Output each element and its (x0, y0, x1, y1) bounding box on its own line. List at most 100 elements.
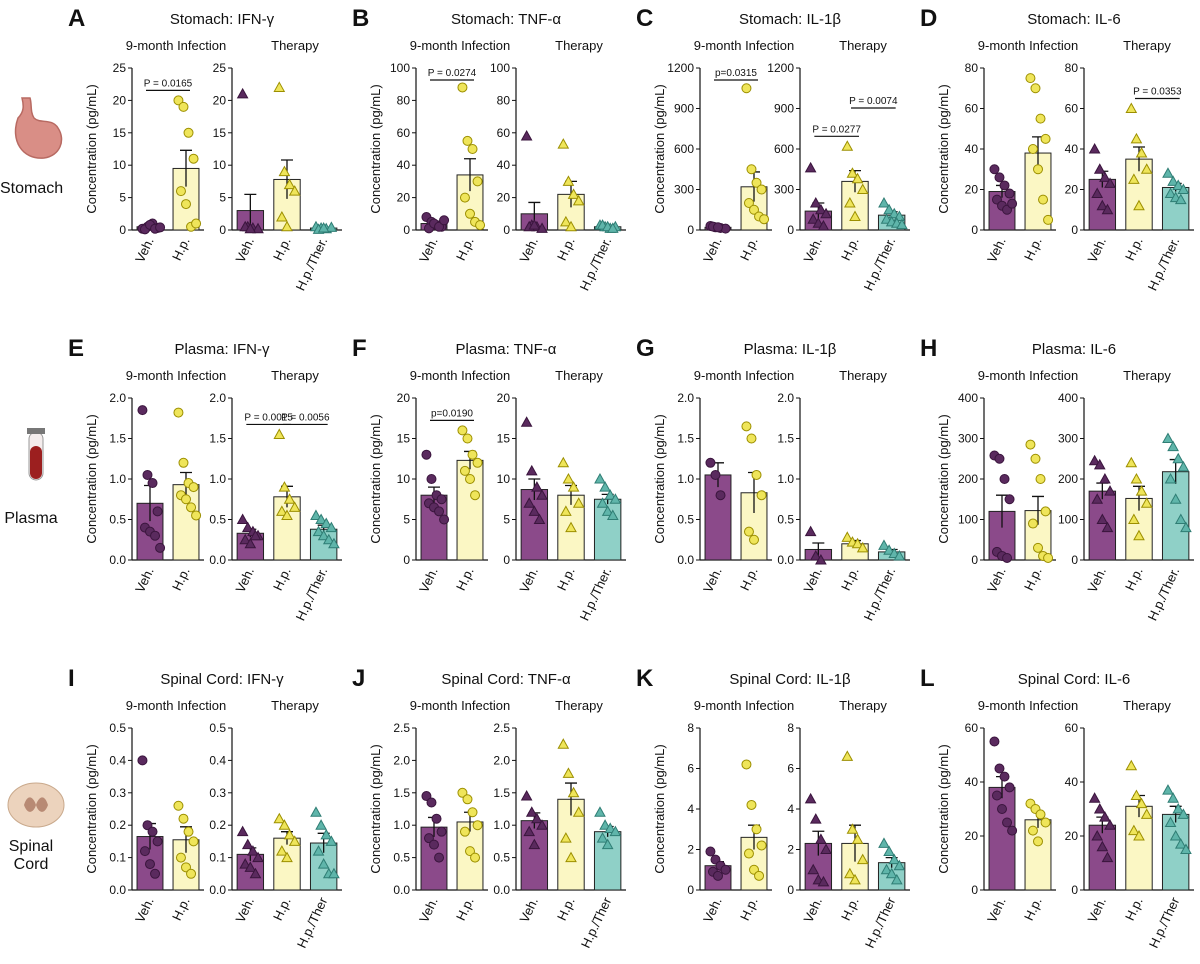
panel-letter: J (352, 665, 365, 692)
data-point (1088, 792, 1101, 803)
data-point (841, 531, 854, 542)
y-tick-label: 40 (1065, 775, 1079, 789)
data-point (1002, 552, 1013, 563)
data-point (186, 868, 197, 879)
y-axis-label: Concentration (pg/mL) (368, 84, 383, 213)
error-bar (244, 193, 257, 227)
data-point (817, 219, 830, 231)
data-point (181, 199, 191, 210)
data-point (1104, 819, 1116, 830)
data-point (173, 407, 184, 418)
data-point (457, 425, 468, 436)
y-tick-label: 60 (1065, 721, 1079, 735)
data-point (434, 221, 445, 232)
y-tick-label: 0.5 (109, 721, 126, 735)
data-point (560, 832, 572, 843)
data-point (281, 220, 293, 232)
data-point (705, 457, 716, 468)
data-point (846, 167, 859, 178)
y-tick-label: 0.5 (209, 513, 226, 527)
panel-title: Stomach: TNF-α (451, 11, 561, 28)
data-point (749, 534, 759, 545)
data-point (1096, 513, 1109, 524)
data-point (841, 140, 854, 151)
data-point (1004, 782, 1015, 793)
subplot-title: Therapy (839, 698, 887, 713)
x-tick-label: H.p. (554, 235, 578, 263)
data-point (147, 478, 158, 489)
y-tick-label: 100 (390, 61, 410, 75)
data-point (804, 525, 817, 537)
data-point (594, 472, 606, 484)
x-tick-label: H.p./Ther. (293, 565, 331, 623)
data-point (423, 833, 434, 844)
data-point (1104, 177, 1116, 188)
data-point (1040, 817, 1051, 828)
y-tick-label: 2.0 (393, 753, 410, 767)
data-point (1088, 142, 1101, 154)
y-tick-label: 0.0 (109, 553, 126, 567)
y-tick-label: 20 (497, 391, 511, 405)
y-tick-label: 10 (213, 158, 227, 172)
y-tick-label: 2 (687, 843, 694, 857)
y-axis-label: Concentration (pg/mL) (84, 744, 99, 873)
data-point (310, 509, 322, 520)
data-point (188, 836, 199, 847)
x-tick-label: Veh. (416, 895, 441, 925)
data-point (896, 218, 908, 230)
data-point (1167, 175, 1179, 186)
y-tick-label: 400 (1058, 391, 1078, 405)
data-point (1177, 808, 1190, 819)
data-point (1162, 167, 1174, 178)
blood-tube-icon (27, 428, 45, 481)
data-point (1130, 132, 1143, 144)
y-tick-label: 2.0 (677, 391, 694, 405)
data-point (743, 848, 754, 859)
data-point (1099, 472, 1111, 484)
x-tick-label: H.p. (737, 895, 761, 923)
data-point (1027, 825, 1038, 836)
data-point (150, 530, 161, 541)
data-point (310, 806, 322, 817)
data-point (751, 177, 762, 188)
p-value: p=0.0190 (431, 408, 473, 419)
x-tick-label: H.p./Ther (1146, 894, 1183, 950)
data-point (743, 526, 754, 537)
data-point (851, 172, 864, 184)
x-tick-label: H.p. (838, 565, 862, 593)
y-tick-label: 15 (497, 432, 511, 446)
data-point (809, 813, 822, 824)
panel-letter: C (636, 5, 653, 32)
y-tick-label: 0 (403, 553, 410, 567)
data-point (705, 846, 716, 857)
panel-title: Plasma: TNF-α (456, 341, 557, 358)
y-tick-label: 0 (1071, 553, 1078, 567)
data-point (520, 790, 533, 801)
data-point (436, 494, 447, 505)
data-point (1004, 494, 1015, 505)
x-tick-label: H.p. (1122, 235, 1146, 263)
data-point (1125, 102, 1138, 113)
data-point (142, 469, 153, 480)
data-point (567, 188, 580, 199)
data-point (1035, 113, 1046, 124)
y-tick-label: 10 (497, 472, 511, 486)
data-point (1004, 188, 1015, 199)
data-point (815, 833, 827, 844)
data-point (567, 481, 580, 492)
subplot-title: 9-month Infection (126, 698, 226, 713)
y-tick-label: 1.5 (777, 432, 794, 446)
data-point (1099, 811, 1111, 822)
data-point (241, 838, 254, 850)
data-point (1172, 802, 1185, 814)
data-point (878, 539, 890, 550)
data-point (1035, 809, 1046, 820)
data-point (1172, 452, 1185, 464)
data-point (815, 203, 827, 215)
data-point (562, 472, 575, 484)
x-tick-label: Veh. (700, 235, 725, 265)
y-tick-label: 1.5 (109, 432, 126, 446)
data-point (1133, 529, 1145, 541)
error-bar (464, 158, 476, 192)
data-point (1040, 133, 1051, 144)
